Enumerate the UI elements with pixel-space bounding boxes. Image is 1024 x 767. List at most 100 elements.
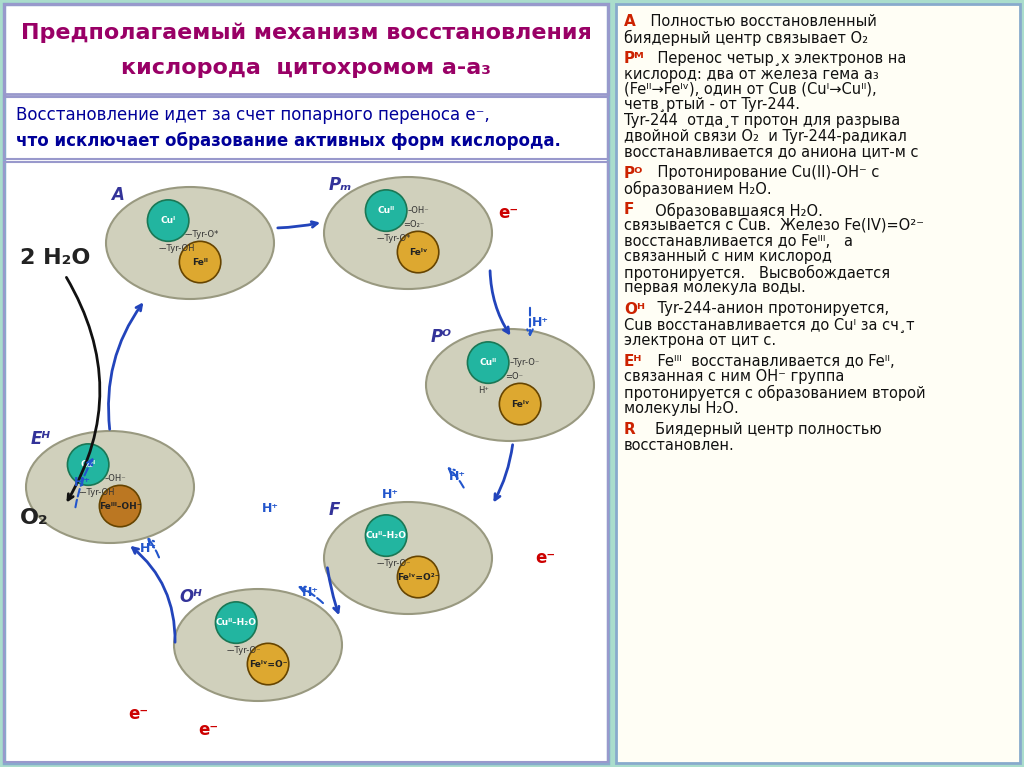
Text: e⁻: e⁻ bbox=[128, 705, 148, 723]
Text: 2 H₂O: 2 H₂O bbox=[20, 248, 90, 268]
Bar bbox=[4, 4, 608, 763]
Text: ––Tyr-O*: ––Tyr-O* bbox=[185, 230, 219, 239]
Text: (Feᴵᴵ→Feᴵᵛ), один от Cuʙ (Cuᴵ→Cuᴵᴵ),: (Feᴵᴵ→Feᴵᵛ), один от Cuʙ (Cuᴵ→Cuᴵᴵ), bbox=[624, 82, 877, 97]
Bar bbox=[616, 4, 1020, 763]
Text: Oᴴ: Oᴴ bbox=[179, 588, 202, 606]
Text: Cuᴵᴵ–H₂O: Cuᴵᴵ–H₂O bbox=[366, 531, 407, 540]
Text: восстановлен.: восстановлен. bbox=[624, 437, 735, 453]
Text: ––Tyr-O⁻: ––Tyr-O⁻ bbox=[226, 647, 261, 655]
Text: восстанавливается до аниона цит-м с: восстанавливается до аниона цит-м с bbox=[624, 144, 919, 159]
Text: –OH⁻: –OH⁻ bbox=[408, 206, 429, 215]
Text: –OH⁻: –OH⁻ bbox=[105, 474, 127, 483]
Text: Предполагаемый механизм восстановления: Предполагаемый механизм восстановления bbox=[20, 23, 592, 43]
Text: электрона от цит с.: электрона от цит с. bbox=[624, 333, 776, 347]
Text: H⁺: H⁺ bbox=[74, 476, 90, 489]
Text: Cuʙ восстанавливается до Cuᴵ за сч¸т: Cuʙ восстанавливается до Cuᴵ за сч¸т bbox=[624, 317, 914, 332]
Text: Протонирование Cu(II)-ОН⁻ с: Протонирование Cu(II)-ОН⁻ с bbox=[639, 166, 880, 180]
Circle shape bbox=[179, 242, 221, 283]
Text: H⁺: H⁺ bbox=[449, 469, 466, 482]
Circle shape bbox=[397, 556, 439, 597]
Ellipse shape bbox=[26, 431, 194, 543]
Text: кислорода  цитохромом а-а₃: кислорода цитохромом а-а₃ bbox=[121, 58, 490, 78]
Text: что исключает образование активных форм кислорода.: что исключает образование активных форм … bbox=[16, 132, 561, 150]
Text: A: A bbox=[111, 186, 124, 204]
Ellipse shape bbox=[174, 589, 342, 701]
Text: кислород: два от железа гема а₃: кислород: два от железа гема а₃ bbox=[624, 67, 879, 81]
Text: Oᴴ: Oᴴ bbox=[624, 301, 645, 317]
Text: Cuᴵᴵ: Cuᴵᴵ bbox=[479, 358, 497, 367]
Text: H⁺: H⁺ bbox=[478, 387, 489, 395]
Ellipse shape bbox=[324, 177, 492, 289]
Text: A: A bbox=[624, 14, 636, 29]
Text: F: F bbox=[329, 501, 340, 518]
Text: Образовавшаяся Н₂О.: Образовавшаяся Н₂О. bbox=[632, 202, 822, 219]
Text: =O⁻: =O⁻ bbox=[505, 372, 523, 381]
Text: Feᴵᵛ: Feᴵᵛ bbox=[409, 248, 427, 256]
Text: ––Tyr-O⁻: ––Tyr-O⁻ bbox=[376, 559, 411, 568]
Text: Pᴼ: Pᴼ bbox=[431, 328, 452, 346]
Circle shape bbox=[467, 342, 509, 384]
Text: =O₂⁻: =O₂⁻ bbox=[403, 220, 424, 229]
Bar bbox=[4, 4, 608, 94]
Text: Feᴵᵛ=O⁻: Feᴵᵛ=O⁻ bbox=[249, 660, 288, 669]
Bar bbox=[616, 4, 1020, 763]
Text: Eᴴ: Eᴴ bbox=[624, 354, 642, 369]
Text: Биядерный центр полностью: Биядерный центр полностью bbox=[632, 422, 881, 437]
Text: Cuᴵ: Cuᴵ bbox=[161, 216, 176, 225]
Circle shape bbox=[366, 190, 407, 232]
Text: Feᴵᴵᴵ  восстанавливается до Feᴵᴵ,: Feᴵᴵᴵ восстанавливается до Feᴵᴵ, bbox=[639, 354, 895, 369]
Text: Cuᴵᴵ: Cuᴵᴵ bbox=[378, 206, 394, 215]
Text: Cuᴵ: Cuᴵ bbox=[81, 460, 95, 469]
Text: Pₘ: Pₘ bbox=[329, 176, 352, 194]
Text: связанная с ним ОН⁻ группа: связанная с ним ОН⁻ группа bbox=[624, 370, 845, 384]
Text: Tyr-244  отда¸т протон для разрыва: Tyr-244 отда¸т протон для разрыва bbox=[624, 113, 900, 128]
Ellipse shape bbox=[426, 329, 594, 441]
Circle shape bbox=[68, 444, 109, 486]
Text: Pᴹ: Pᴹ bbox=[624, 51, 645, 66]
Text: H⁺: H⁺ bbox=[139, 542, 157, 555]
Text: H⁺: H⁺ bbox=[301, 587, 318, 600]
Bar bbox=[4, 97, 608, 159]
Text: O₂: O₂ bbox=[20, 508, 49, 528]
Text: H⁺: H⁺ bbox=[531, 315, 549, 328]
Text: связанный с ним кислород: связанный с ним кислород bbox=[624, 249, 831, 264]
Circle shape bbox=[397, 232, 439, 273]
Text: протонируется.   Высвобождается: протонируется. Высвобождается bbox=[624, 265, 890, 281]
Text: Feᴵᴵ: Feᴵᴵ bbox=[193, 258, 208, 267]
Text: e⁻: e⁻ bbox=[198, 721, 218, 739]
Text: Перенос четыр¸х электронов на: Перенос четыр¸х электронов на bbox=[639, 51, 906, 66]
Circle shape bbox=[147, 200, 188, 242]
Text: e⁻: e⁻ bbox=[498, 204, 518, 222]
Text: связывается с Cuʙ.  Железо Fe(IV)=O²⁻: связывается с Cuʙ. Железо Fe(IV)=O²⁻ bbox=[624, 218, 924, 233]
Circle shape bbox=[500, 384, 541, 425]
Text: H⁺: H⁺ bbox=[382, 489, 398, 502]
Text: образованием Н₂О.: образованием Н₂О. bbox=[624, 181, 772, 197]
Text: Tyr-244-анион протонируется,: Tyr-244-анион протонируется, bbox=[639, 301, 889, 317]
Text: двойной связи O₂  и Tyr-244-радикал: двойной связи O₂ и Tyr-244-радикал bbox=[624, 129, 907, 143]
Text: H⁺: H⁺ bbox=[261, 502, 279, 515]
Bar bbox=[4, 162, 608, 762]
Bar bbox=[4, 4, 608, 94]
Text: молекулы Н₂О.: молекулы Н₂О. bbox=[624, 400, 738, 416]
Text: четв¸ртый - от Tyr-244.: четв¸ртый - от Tyr-244. bbox=[624, 97, 800, 113]
Text: ––Tyr-O*: ––Tyr-O* bbox=[376, 235, 411, 243]
Text: e⁻: e⁻ bbox=[535, 549, 555, 567]
Text: Полностью восстановленный: Полностью восстановленный bbox=[632, 14, 877, 29]
Circle shape bbox=[215, 602, 257, 644]
Text: биядерный центр связывает O₂: биядерный центр связывает O₂ bbox=[624, 29, 868, 46]
Text: первая молекула воды.: первая молекула воды. bbox=[624, 280, 806, 295]
Text: Cuᴵᴵ–H₂O: Cuᴵᴵ–H₂O bbox=[216, 618, 257, 627]
Ellipse shape bbox=[324, 502, 492, 614]
Ellipse shape bbox=[106, 187, 274, 299]
Bar bbox=[4, 162, 608, 762]
Bar bbox=[4, 97, 608, 159]
Circle shape bbox=[248, 644, 289, 685]
Text: Feᴵᵛ=O²⁻: Feᴵᵛ=O²⁻ bbox=[397, 572, 439, 581]
Text: ––Tyr-OH: ––Tyr-OH bbox=[78, 489, 115, 497]
Text: восстанавливается до Feᴵᴵᴵ,   а: восстанавливается до Feᴵᴵᴵ, а bbox=[624, 233, 853, 249]
Text: протонируется с образованием второй: протонируется с образованием второй bbox=[624, 385, 926, 401]
Circle shape bbox=[366, 515, 407, 556]
Text: –Tyr-O⁻: –Tyr-O⁻ bbox=[510, 358, 540, 367]
Text: F: F bbox=[624, 202, 635, 218]
Circle shape bbox=[99, 486, 141, 527]
